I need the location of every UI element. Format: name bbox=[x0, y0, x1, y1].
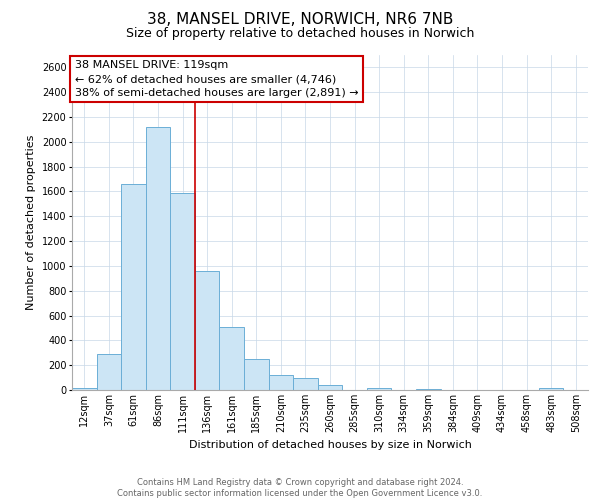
Bar bbox=[269, 375, 293, 390]
Bar bbox=[72, 388, 97, 390]
Bar bbox=[170, 192, 195, 390]
Bar bbox=[367, 388, 391, 390]
Bar bbox=[220, 328, 244, 390]
X-axis label: Distribution of detached houses by size in Norwich: Distribution of detached houses by size … bbox=[188, 440, 472, 450]
Bar bbox=[121, 184, 146, 390]
Text: Contains HM Land Registry data © Crown copyright and database right 2024.
Contai: Contains HM Land Registry data © Crown c… bbox=[118, 478, 482, 498]
Bar bbox=[318, 385, 342, 390]
Bar bbox=[195, 271, 220, 390]
Bar bbox=[539, 388, 563, 390]
Bar bbox=[244, 359, 269, 390]
Bar bbox=[97, 354, 121, 390]
Bar bbox=[146, 127, 170, 390]
Bar bbox=[293, 378, 318, 390]
Text: 38 MANSEL DRIVE: 119sqm
← 62% of detached houses are smaller (4,746)
38% of semi: 38 MANSEL DRIVE: 119sqm ← 62% of detache… bbox=[74, 60, 358, 98]
Y-axis label: Number of detached properties: Number of detached properties bbox=[26, 135, 36, 310]
Text: 38, MANSEL DRIVE, NORWICH, NR6 7NB: 38, MANSEL DRIVE, NORWICH, NR6 7NB bbox=[147, 12, 453, 28]
Text: Size of property relative to detached houses in Norwich: Size of property relative to detached ho… bbox=[126, 28, 474, 40]
